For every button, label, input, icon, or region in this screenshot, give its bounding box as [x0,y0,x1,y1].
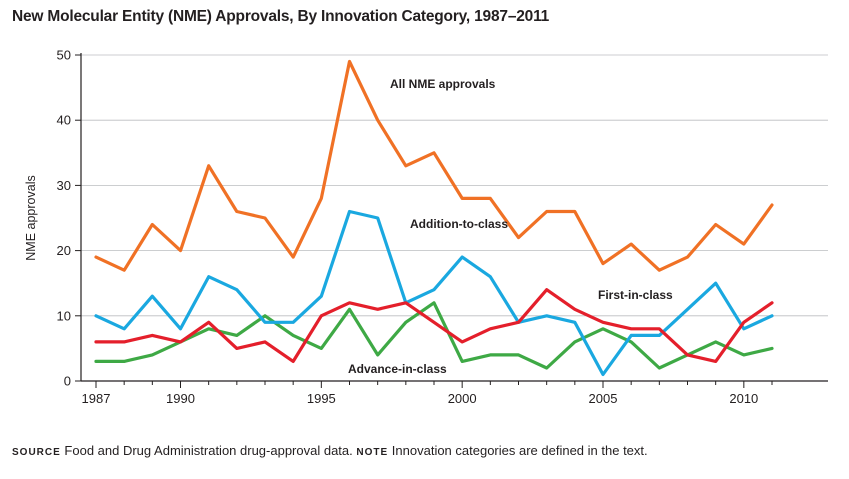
x-tick-label-2000: 2000 [448,391,477,406]
y-axis-ticks: 0 10 20 30 40 50 [57,48,81,389]
note-label: NOTE [356,447,389,458]
source-text: Food and Drug Administration drug-approv… [64,443,353,458]
y-tick-label-10: 10 [57,308,71,323]
series-label-addition-to-class: Addition-to-class [410,217,508,231]
y-tick-label-50: 50 [57,48,71,63]
x-tick-label-1990: 1990 [166,391,195,406]
footnote: SOURCE Food and Drug Administration drug… [12,443,648,458]
note-text: Innovation categories are defined in the… [391,443,648,458]
x-tick-label-2005: 2005 [589,391,618,406]
x-tick-label-2010: 2010 [729,391,758,406]
y-tick-label-20: 20 [57,243,71,258]
series-label-all-nme-approvals: All NME approvals [390,77,496,91]
x-axis-ticks: 1987 1990 1995 2000 2005 2010 [82,381,773,406]
y-tick-label-0: 0 [64,374,71,389]
y-tick-label-30: 30 [57,178,71,193]
y-axis-label: NME approvals [24,175,38,260]
series-line-addition-to-class [94,209,774,377]
series-label-advance-in-class: Advance-in-class [348,362,447,376]
y-tick-label-40: 40 [57,113,71,128]
series-label-first-in-class: First-in-class [598,288,673,302]
chart-title: New Molecular Entity (NME) Approvals, By… [12,8,550,25]
series-labels: All NME approvals Addition-to-class First-… [348,77,673,376]
x-tick-label-1995: 1995 [307,391,336,406]
series-line-all-nme-approvals [94,59,774,272]
source-label: SOURCE [12,447,61,458]
series-line-first-in-class [94,288,774,363]
series-lines [94,59,774,377]
series-line-advance-in-class [94,301,774,370]
x-tick-label-1987: 1987 [82,391,111,406]
axes [80,53,828,382]
